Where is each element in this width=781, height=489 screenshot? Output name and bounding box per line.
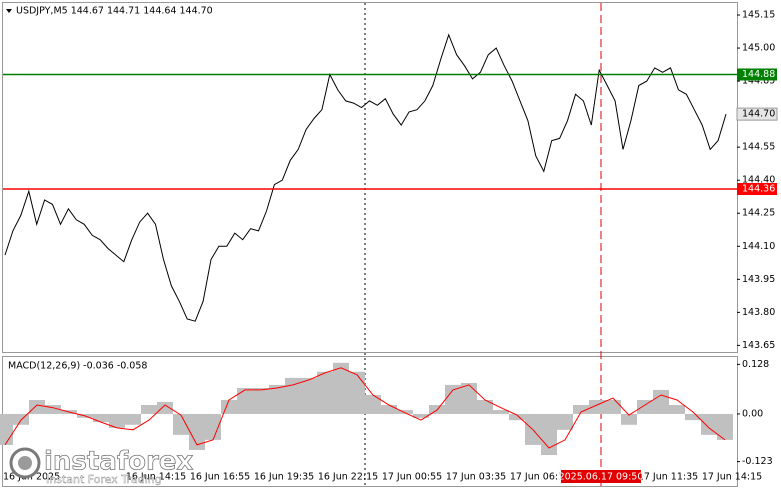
macd-bar [461, 382, 477, 414]
x-tick-label: 16 Jun 16:55 [190, 472, 250, 483]
macd-bar [317, 371, 333, 414]
macd-bar [157, 401, 173, 414]
macd-bar [285, 377, 301, 414]
macd-bar [493, 410, 509, 414]
macd-bar [573, 405, 589, 414]
y-tick-label: 144.85 [742, 76, 775, 87]
menu-icon [6, 9, 12, 13]
y-tick-label: -0.123 [742, 456, 773, 467]
y-tick-label: 144.25 [742, 208, 775, 219]
macd-bar [397, 410, 413, 414]
current-price-label: 144.70 [742, 109, 775, 120]
macd-bar [237, 387, 253, 414]
macd-title: MACD(12,26,9) -0.036 -0.058 [8, 361, 147, 372]
macd-bar [189, 413, 205, 450]
macd-bar [301, 377, 317, 414]
logo-core [18, 456, 32, 470]
macd-bar [509, 413, 525, 421]
macd-bar [381, 405, 397, 414]
price-title: USDJPY,M5 144.67 144.71 144.64 144.70 [16, 6, 213, 17]
macd-bar [333, 362, 349, 414]
macd-bar [621, 413, 637, 425]
x-tick-label: 16 Jun 14:15 [126, 472, 186, 483]
macd-bar [253, 387, 269, 414]
y-tick-label: 143.65 [742, 340, 775, 351]
macd-bar [701, 413, 717, 435]
macd-bar [205, 413, 221, 440]
y-tick-label: 145.15 [742, 10, 775, 21]
macd-bar [605, 400, 621, 414]
x-tick-label: 17 Jun 00:55 [382, 472, 442, 483]
current-price-tag [736, 107, 778, 121]
x-tick-label: 17 Jun 14:15 [702, 472, 762, 483]
brand: instaforex [44, 447, 194, 477]
y-tick-label: 143.95 [742, 274, 775, 285]
macd-bar [685, 413, 701, 421]
y-tick-label: 144.10 [742, 241, 775, 252]
macd-bar [477, 400, 493, 414]
macd-bar [445, 384, 461, 414]
macd-bar [221, 400, 237, 414]
macd-bar [365, 394, 381, 414]
macd-bar [0, 413, 13, 445]
tagline: Instant Forex Trading [46, 473, 162, 486]
macd-bar [653, 389, 669, 414]
macd-bar [557, 413, 573, 430]
signal-line [4, 367, 726, 449]
y-tick-label: 0.128 [742, 359, 769, 370]
x-tick-label: 16 Jun 19:35 [254, 472, 314, 483]
macd-bar [541, 413, 557, 456]
level-label: 144.88 [742, 69, 775, 80]
macd-bar [141, 405, 157, 414]
watermark: instaforex Instant Forex Trading [9, 446, 194, 486]
macd-bar [717, 413, 733, 440]
y-tick-label: 145.00 [742, 43, 775, 54]
y-tick-label: 0.00 [742, 408, 763, 419]
macd-bar [125, 413, 141, 425]
y-tick-label: 144.55 [742, 142, 775, 153]
macd-bar [93, 413, 109, 423]
macd-bar [173, 413, 189, 435]
level-tag [737, 183, 777, 196]
macd-bar [109, 413, 125, 428]
macd-bar [29, 400, 45, 414]
y-tick-label: 144.40 [742, 175, 775, 186]
price-line [4, 33, 727, 322]
cursor-tag [561, 470, 641, 483]
macd-bar [637, 400, 653, 414]
x-tick-label: 17 Jun 11:35 [638, 472, 698, 483]
cursor-label: 2025.06.17 09:50 [559, 472, 644, 483]
x-tick-label: 17 Jun 03:35 [446, 472, 506, 483]
x-tick-label: 16 Jun 22:15 [318, 472, 378, 483]
macd-bar [413, 413, 429, 418]
macd-bar [13, 413, 29, 425]
x-tick-label: 17 Jun 06:15 [510, 472, 570, 483]
level-tag [737, 68, 777, 81]
price-panel [2, 2, 738, 353]
macd-bar [669, 405, 685, 414]
macd-bar [349, 371, 365, 414]
level-label: 144.36 [742, 184, 775, 195]
macd-bar [269, 384, 285, 414]
macd-bar [45, 405, 61, 414]
y-tick-label: 143.80 [742, 307, 775, 318]
